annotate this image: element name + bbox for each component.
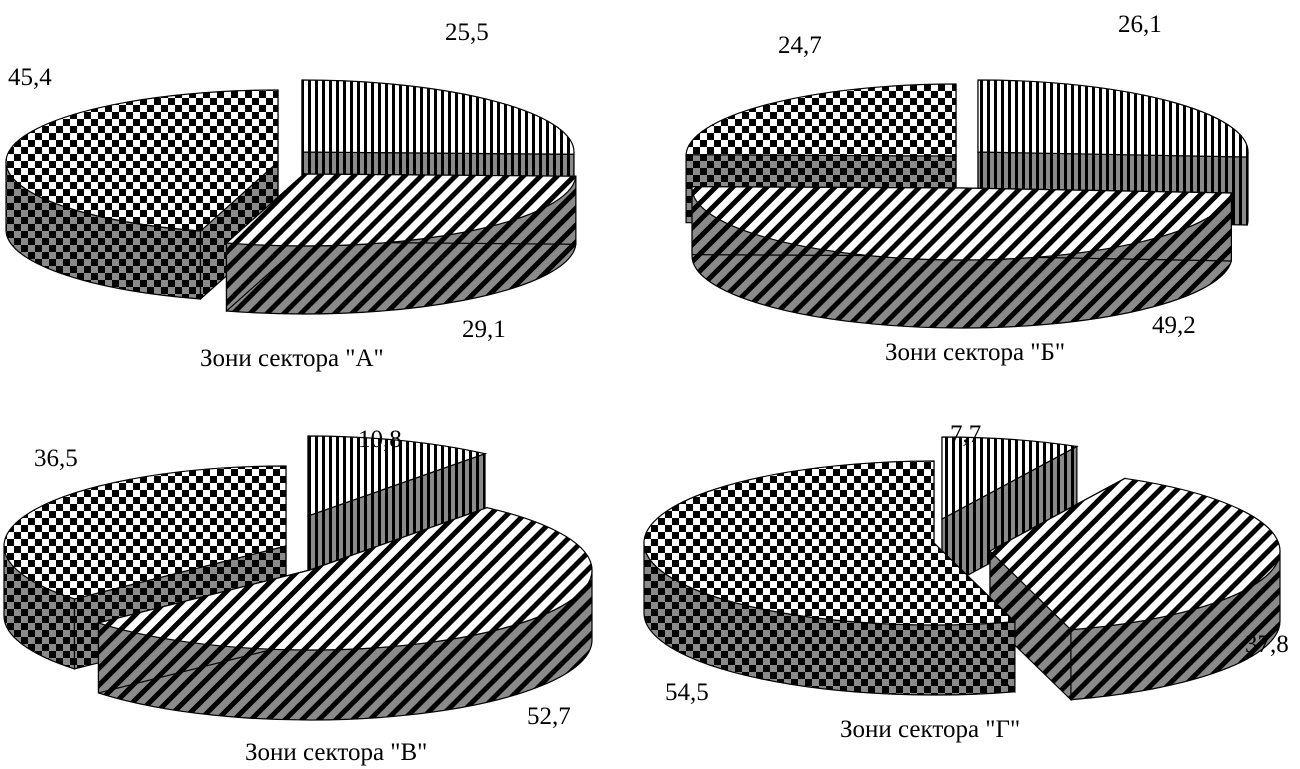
- chart-title: Зони сектора "В": [245, 739, 427, 766]
- slice-value-label: 49,2: [1152, 312, 1196, 339]
- chart-title: Зони сектора "Б": [885, 339, 1065, 366]
- slice-value-label: 29,1: [462, 316, 506, 343]
- chart-title: Зони сектора "Г": [840, 716, 1020, 743]
- slice-value-label: 10,8: [358, 426, 402, 453]
- slice-value-label: 36,5: [34, 445, 78, 472]
- slice-value-label: 45,4: [8, 64, 52, 91]
- slice-value-label: 52,7: [527, 703, 571, 730]
- pie-slice-diagonal: [225, 172, 577, 315]
- slice-value-label: 24,7: [778, 32, 822, 59]
- slice-value-label: 7,7: [950, 421, 981, 448]
- slice-value-label: 26,1: [1118, 11, 1162, 38]
- pie-chart-sector-v: 10,8 52,7 36,5 Зони сектора "В": [3, 426, 593, 766]
- pie-slice-diagonal: [691, 186, 1233, 329]
- slice-value-label: 37,8: [1245, 631, 1289, 658]
- pie-slice-checker: [643, 460, 1017, 696]
- slice-value-label: 25,5: [445, 19, 489, 46]
- slice-value-label: 54,5: [665, 679, 709, 706]
- pie-slice-diagonal: [988, 477, 1281, 702]
- pie-chart-sector-a: 25,5 29,1 45,4 Зони сектора "А": [5, 19, 577, 372]
- pie-slice-vertical: [941, 436, 1079, 591]
- pie-chart-sector-b: 26,1 49,2 24,7 Зони сектора "Б": [685, 11, 1249, 366]
- chart-title: Зони сектора "А": [200, 345, 384, 372]
- pie-chart-sector-g: 7,7 37,8 54,5 Зони сектора "Г": [643, 421, 1289, 743]
- pie-slice-diagonal: [96, 506, 593, 721]
